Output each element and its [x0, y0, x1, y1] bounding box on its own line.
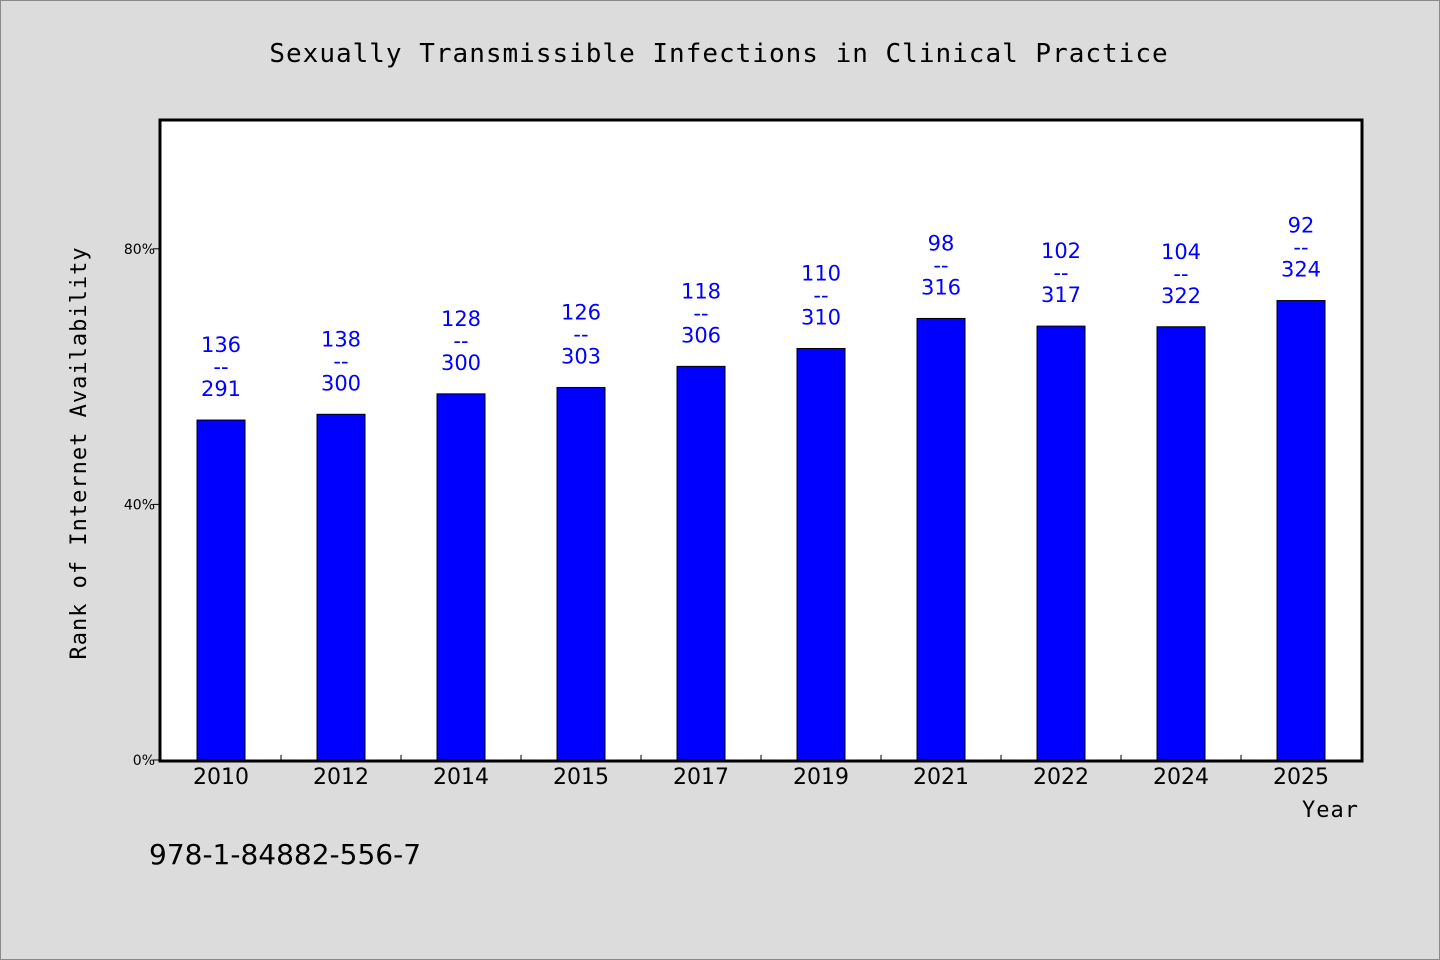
data-label-2010-1: --	[213, 355, 228, 379]
bar-2012	[316, 413, 366, 761]
data-label-2017-1: --	[693, 301, 708, 325]
bar-2025	[1276, 300, 1326, 761]
y-tick-label-40: 40%	[124, 497, 155, 513]
x-tick-label-2021: 2021	[913, 765, 969, 790]
x-axis-ticks: 2010 2012 2014 2015 2017 2019 2021 2022 2024 2025	[193, 755, 1329, 790]
bar-2024	[1156, 326, 1206, 761]
bars-group	[196, 300, 1326, 761]
data-label-2022-2: 317	[1041, 283, 1081, 307]
data-label-2025-2: 324	[1281, 258, 1321, 282]
data-label-2014-1: --	[453, 329, 468, 353]
y-axis-ticks: 0% 40% 80%	[124, 242, 161, 769]
data-label-2017-2: 306	[681, 323, 721, 347]
x-tick-label-2019: 2019	[793, 765, 849, 790]
data-label-2012-0: 138	[321, 327, 361, 351]
x-tick-label-2025: 2025	[1273, 765, 1329, 790]
data-label-2021-2: 316	[921, 275, 961, 299]
data-label-2021-0: 98	[928, 231, 955, 255]
y-tick-label-80: 80%	[124, 242, 155, 258]
bar-2014	[436, 393, 486, 761]
data-label-2012-1: --	[333, 349, 348, 373]
data-label-2022-1: --	[1053, 261, 1068, 285]
data-label-2014-2: 300	[441, 351, 481, 375]
bar-2015	[556, 386, 606, 761]
data-label-2014-0: 128	[441, 307, 481, 331]
data-label-2012-2: 300	[321, 371, 361, 395]
x-axis-label: Year	[1302, 798, 1359, 823]
x-tick-label-2012: 2012	[313, 765, 369, 790]
bar-2019	[796, 347, 846, 761]
data-label-2024-1: --	[1173, 262, 1188, 286]
x-tick-label-2022: 2022	[1033, 765, 1089, 790]
data-label-2015-0: 126	[561, 300, 601, 324]
data-labels-group: 136--291138--300128--300126--303118--306…	[201, 214, 1321, 401]
data-label-2024-2: 322	[1161, 284, 1201, 308]
data-label-2019-0: 110	[801, 261, 841, 285]
data-label-2015-2: 303	[561, 344, 601, 368]
isbn-footer: 978-1-84882-556-7	[149, 838, 421, 871]
x-tick-label-2015: 2015	[553, 765, 609, 790]
data-label-2022-0: 102	[1041, 239, 1081, 263]
chart-title: Sexually Transmissible Infections in Cli…	[269, 39, 1168, 69]
bar-2021	[916, 317, 966, 761]
data-label-2015-1: --	[573, 322, 588, 346]
x-tick-label-2014: 2014	[433, 765, 489, 790]
data-label-2024-0: 104	[1161, 240, 1201, 264]
x-tick-label-2010: 2010	[193, 765, 249, 790]
data-label-2025-0: 92	[1288, 214, 1315, 238]
x-tick-label-2017: 2017	[673, 765, 729, 790]
x-tick-label-2024: 2024	[1153, 765, 1209, 790]
y-axis-label: Rank of Internet Availability	[67, 246, 92, 659]
data-label-2019-2: 310	[801, 305, 841, 329]
data-label-2010-2: 291	[201, 377, 241, 401]
data-label-2017-0: 118	[681, 279, 721, 303]
bar-2010	[196, 419, 246, 761]
y-tick-label-0: 0%	[133, 753, 155, 769]
bar-2022	[1036, 325, 1086, 761]
data-label-2010-0: 136	[201, 333, 241, 357]
bar-2017	[676, 365, 726, 761]
data-label-2021-1: --	[933, 253, 948, 277]
data-label-2019-1: --	[813, 283, 828, 307]
data-label-2025-1: --	[1293, 236, 1308, 260]
